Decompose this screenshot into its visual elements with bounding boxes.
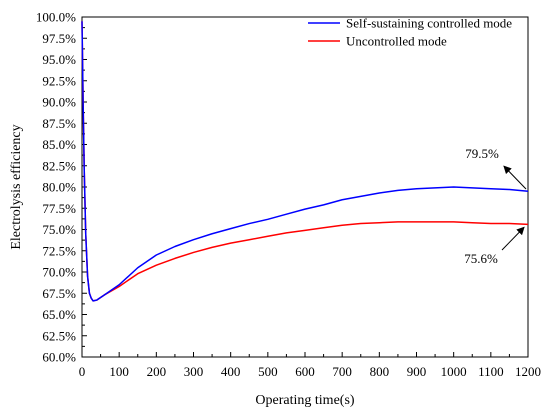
legend-label-uncontrolled: Uncontrolled mode — [346, 34, 447, 49]
legend: Self-sustaining controlled mode Uncontro… — [308, 16, 512, 49]
y-tick-label: 90.0% — [42, 95, 76, 110]
x-tick-label: 1100 — [478, 364, 504, 379]
y-tick-label: 72.5% — [42, 243, 76, 258]
annotation-arrow-uncontrolled — [501, 226, 525, 251]
annotation-label-controlled-final: 79.5% — [465, 146, 499, 161]
y-tick-label: 92.5% — [42, 73, 76, 88]
series-line-self-sustaining — [81, 21, 529, 302]
y-tick-label: 70.0% — [42, 265, 76, 280]
y-tick-label: 95.0% — [42, 52, 76, 67]
annotations: 79.5% 75.6% — [464, 146, 527, 266]
series-line-uncontrolled — [81, 21, 529, 302]
y-tick-label: 62.5% — [42, 328, 76, 343]
x-tick-label: 1000 — [441, 364, 467, 379]
legend-label-self-sustaining: Self-sustaining controlled mode — [346, 16, 512, 31]
x-axis: 0 100 200 300 400 500 600 700 800 900 1000 1100 1200 — [79, 352, 541, 379]
y-tick-label: 100.0% — [36, 10, 76, 25]
y-tick-label: 87.5% — [42, 116, 76, 131]
y-tick-label: 65.0% — [42, 307, 76, 322]
y-tick-label: 77.5% — [42, 201, 76, 216]
x-tick-label: 500 — [258, 364, 278, 379]
annotation-arrow-controlled — [503, 165, 527, 190]
x-tick-label: 600 — [295, 364, 315, 379]
y-tick-label: 60.0% — [42, 350, 76, 365]
y-tick-label: 80.0% — [42, 180, 76, 195]
x-tick-label: 900 — [407, 364, 427, 379]
y-axis-title: Electrolysis efficiency — [9, 124, 24, 249]
series-layer — [81, 21, 529, 302]
x-tick-label: 100 — [109, 364, 129, 379]
annotation-label-uncontrolled-final: 75.6% — [464, 251, 498, 266]
y-tick-label: 85.0% — [42, 137, 76, 152]
x-tick-label: 200 — [147, 364, 167, 379]
x-tick-label: 700 — [332, 364, 352, 379]
y-axis: 60.0% 62.5% 65.0% 67.5% 70.0% 72.5% 75.0% 77.5%… — [36, 10, 87, 365]
x-tick-label: 0 — [79, 364, 86, 379]
y-tick-label: 75.0% — [42, 222, 76, 237]
y-tick-label: 97.5% — [42, 31, 76, 46]
y-tick-label: 82.5% — [42, 158, 76, 173]
x-tick-label: 300 — [184, 364, 204, 379]
x-tick-label: 400 — [221, 364, 241, 379]
x-tick-label: 1200 — [515, 364, 541, 379]
y-tick-label: 67.5% — [42, 286, 76, 301]
x-axis-title: Operating time(s) — [255, 393, 354, 408]
x-tick-label: 800 — [370, 364, 390, 379]
